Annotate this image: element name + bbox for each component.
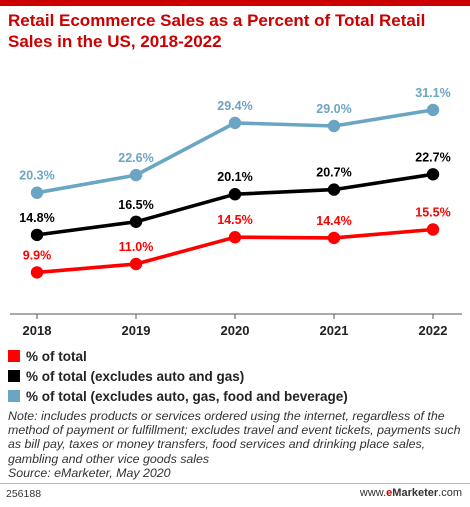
emarketer-logo[interactable]: www.eMarketer.com: [360, 487, 462, 499]
title-accent-bar: [0, 0, 470, 6]
data-label: 14.5%: [217, 213, 252, 227]
data-label: 20.7%: [316, 166, 351, 180]
data-label: 9.9%: [23, 248, 52, 262]
data-point: [30, 266, 44, 279]
data-point: [327, 183, 341, 196]
data-point: [426, 103, 440, 117]
data-point: [129, 257, 143, 271]
legend-label: % of total: [26, 348, 87, 364]
legend-item-total: % of total: [8, 346, 463, 366]
data-label: 11.0%: [119, 240, 154, 254]
data-point: [327, 231, 341, 245]
data-label: 14.8%: [19, 211, 54, 225]
legend-item-excl-auto-gas-food: % of total (excludes auto, gas, food and…: [8, 386, 463, 406]
chart-note: Note: includes products or services orde…: [8, 409, 464, 480]
data-label: 15.5%: [415, 206, 450, 220]
x-tick-label: 2019: [122, 323, 151, 338]
x-tick-label: 2022: [419, 323, 448, 338]
data-label: 20.3%: [19, 169, 54, 183]
legend-label: % of total (excludes auto and gas): [26, 368, 245, 384]
data-point: [327, 119, 341, 133]
data-label: 16.5%: [118, 198, 153, 212]
x-tick-label: 2021: [320, 323, 349, 338]
data-label: 29.0%: [316, 102, 351, 116]
chart-id: 256188: [6, 488, 42, 500]
line-chart: 2018 2019 2020 2021 2022 9.9% 11.0% 14.5% 14.4% 1…: [10, 86, 462, 338]
data-point: [228, 231, 242, 244]
legend-swatch-black: [8, 370, 20, 382]
data-label: 29.4%: [217, 99, 252, 113]
x-tick-label: 2018: [23, 323, 52, 338]
data-label: 22.7%: [415, 150, 450, 164]
footer-divider: [0, 483, 470, 484]
data-label: 22.6%: [118, 151, 153, 165]
note-text: Note: includes products or services orde…: [8, 409, 461, 466]
legend-label: % of total (excludes auto, gas, food and…: [26, 388, 348, 404]
data-label: 31.1%: [415, 86, 450, 100]
legend-item-excl-auto-gas: % of total (excludes auto and gas): [8, 366, 463, 386]
brand-rest: Marketer: [392, 487, 439, 499]
data-point: [228, 116, 242, 130]
data-point: [228, 188, 242, 201]
legend-swatch-blue: [8, 390, 20, 402]
brand-e: e: [386, 487, 393, 499]
data-point: [30, 186, 44, 199]
data-point: [426, 223, 440, 236]
data-point: [426, 168, 440, 181]
data-point: [129, 215, 143, 228]
legend: % of total % of total (excludes auto and…: [8, 346, 463, 406]
data-point: [129, 168, 143, 182]
url-prefix: www.: [359, 487, 387, 499]
source-text: Source: eMarketer, May 2020: [8, 465, 171, 480]
data-point: [30, 228, 44, 242]
url-suffix: .com: [438, 487, 462, 499]
chart-title: Retail Ecommerce Sales as a Percent of T…: [8, 11, 426, 51]
data-label: 20.1%: [217, 170, 252, 184]
data-label: 14.4%: [316, 214, 351, 228]
x-tick-label: 2020: [221, 323, 250, 338]
legend-swatch-red: [8, 350, 20, 362]
title-block: Retail Ecommerce Sales as a Percent of T…: [8, 10, 463, 54]
